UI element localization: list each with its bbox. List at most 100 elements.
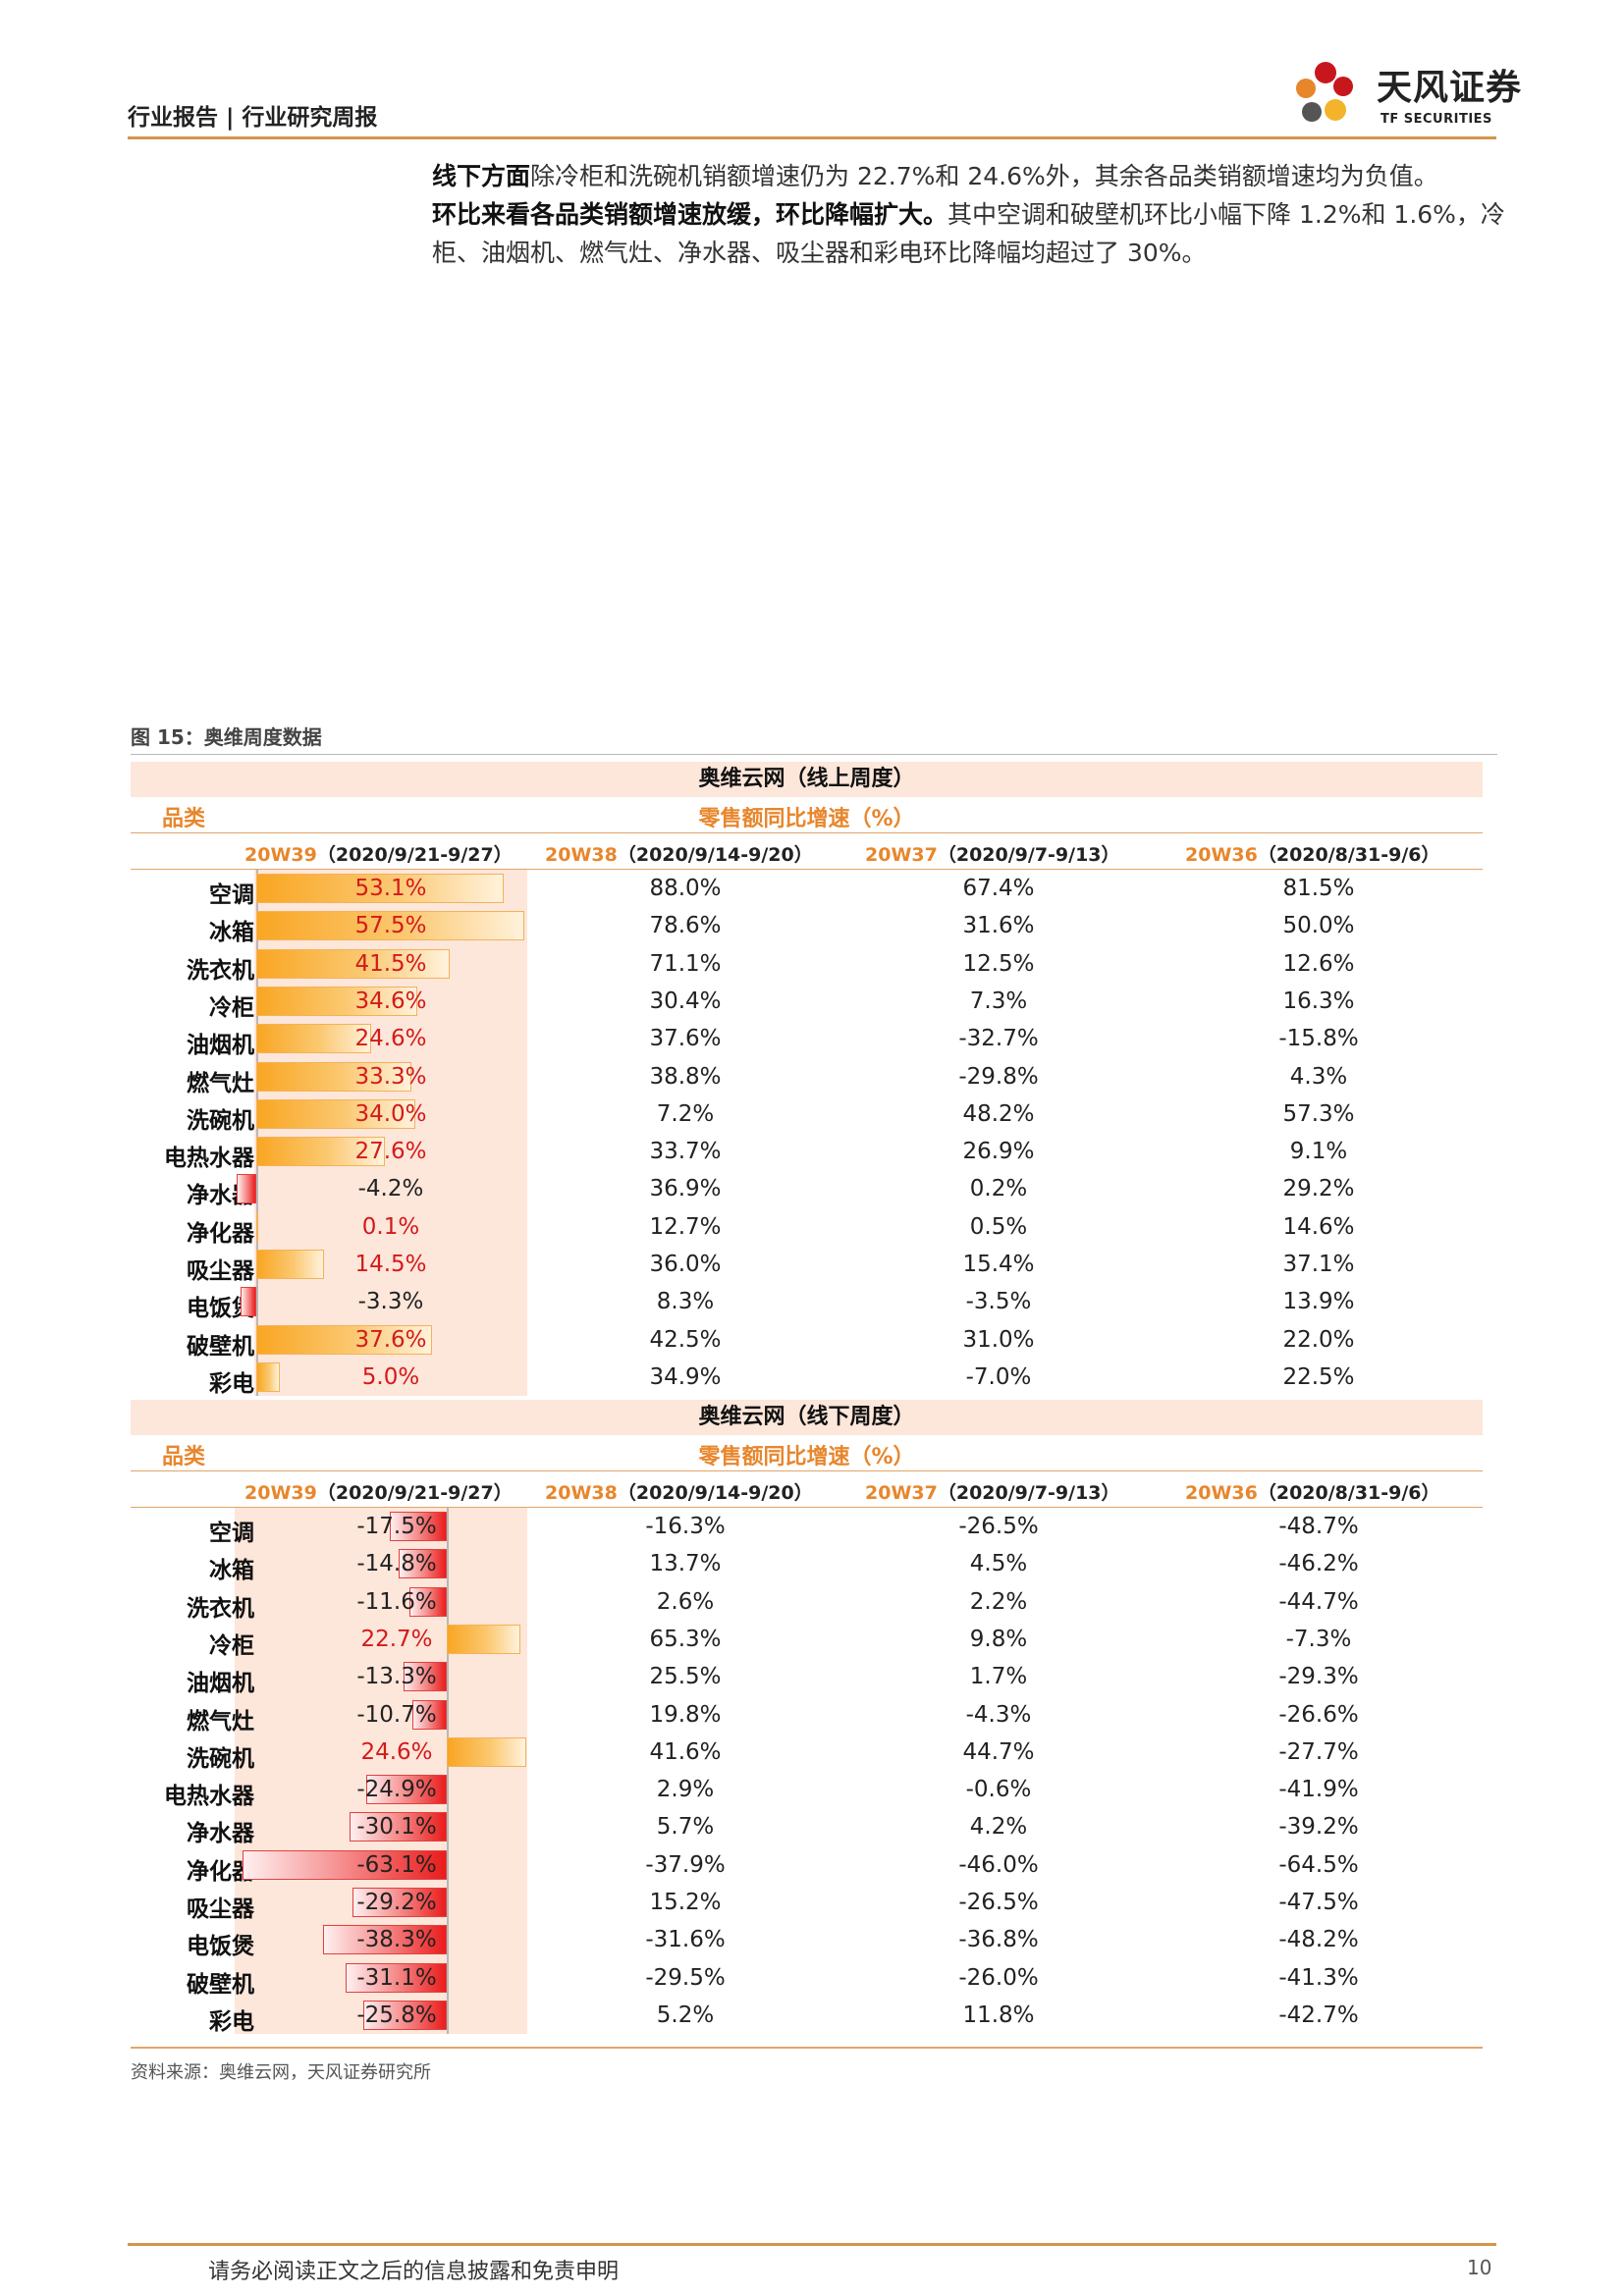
w36-value: -41.3% bbox=[1278, 1964, 1359, 1991]
online-header-row: 品类 零售额同比增速（%） bbox=[131, 797, 1483, 832]
table-row: 洗衣机 -11.6% 2.6% 2.2% -44.7% bbox=[131, 1583, 1483, 1622]
w36-value: -39.2% bbox=[1278, 1814, 1359, 1841]
category-name: 破壁机 bbox=[187, 1971, 254, 1998]
growth-bar bbox=[256, 1250, 324, 1279]
w37-value: 4.5% bbox=[969, 1551, 1028, 1577]
table-row: 彩电 5.0% 34.9% -7.0% 22.5% bbox=[131, 1359, 1483, 1397]
w37-value: 4.2% bbox=[969, 1814, 1028, 1841]
category-name: 燃气灶 bbox=[187, 1070, 254, 1096]
w39-value: -10.7% bbox=[356, 1701, 437, 1728]
offline-table-title: 奥维云网（线下周度） bbox=[131, 1400, 1483, 1435]
w38-value: 25.5% bbox=[649, 1664, 722, 1690]
growth-bar bbox=[256, 1024, 371, 1054]
w37-value: 15.4% bbox=[962, 1252, 1035, 1277]
table-row: 空调 -17.5% -16.3% -26.5% -48.7% bbox=[131, 1508, 1483, 1546]
w36-value: 9.1% bbox=[1289, 1139, 1348, 1165]
week-col-w39: 20W39（2020/9/21-9/27） bbox=[244, 1482, 513, 1504]
w39-value: 37.6% bbox=[354, 1326, 427, 1353]
w36-value: 16.3% bbox=[1282, 988, 1355, 1014]
w39-value: 27.6% bbox=[354, 1139, 427, 1165]
w38-value: 7.2% bbox=[656, 1100, 715, 1127]
w36-value: -29.3% bbox=[1278, 1664, 1359, 1690]
w38-value: 34.9% bbox=[649, 1363, 722, 1390]
w36-value: 13.9% bbox=[1282, 1289, 1355, 1315]
growth-bar bbox=[256, 1324, 432, 1355]
w37-value: -29.8% bbox=[958, 1063, 1039, 1090]
w38-value: 37.6% bbox=[649, 1026, 722, 1052]
w39-value: 34.0% bbox=[354, 1100, 427, 1127]
category-name: 彩电 bbox=[209, 1370, 254, 1397]
w39-value: 14.5% bbox=[354, 1252, 427, 1277]
category-name: 空调 bbox=[209, 882, 254, 908]
week-col-w39: 20W39（2020/9/21-9/27） bbox=[244, 844, 513, 866]
category-name: 冰箱 bbox=[209, 1558, 254, 1584]
w36-value: 37.1% bbox=[1282, 1252, 1355, 1277]
category-name: 燃气灶 bbox=[187, 1708, 254, 1735]
source-note: 资料来源：奥维云网，天风证券研究所 bbox=[131, 2062, 431, 2083]
growth-bar bbox=[256, 1137, 386, 1167]
category-name: 净化器 bbox=[187, 1220, 254, 1247]
table-row: 破壁机 37.6% 42.5% 31.0% 22.0% bbox=[131, 1321, 1483, 1360]
growth-bar bbox=[256, 874, 505, 903]
growth-bar bbox=[399, 1549, 447, 1579]
w39-value: 5.0% bbox=[361, 1363, 420, 1390]
week-col-w36: 20W36（2020/8/31-9/6） bbox=[1185, 844, 1440, 866]
growth-bar bbox=[352, 1888, 447, 1917]
zero-axis-line bbox=[256, 870, 258, 1397]
w36-value: 22.0% bbox=[1282, 1326, 1355, 1353]
growth-bar bbox=[322, 1925, 447, 1955]
w39-value: -17.5% bbox=[356, 1514, 437, 1539]
category-name: 空调 bbox=[209, 1521, 254, 1546]
w39-value: -63.1% bbox=[356, 1851, 437, 1878]
category-name: 电热水器 bbox=[164, 1784, 254, 1810]
w37-value: -0.6% bbox=[965, 1777, 1032, 1803]
w37-value: 9.8% bbox=[969, 1626, 1028, 1652]
table-row: 油烟机 24.6% 37.6% -32.7% -15.8% bbox=[131, 1020, 1483, 1058]
table-row: 冷柜 22.7% 65.3% 9.8% -7.3% bbox=[131, 1621, 1483, 1659]
growth-bar bbox=[447, 1624, 520, 1654]
offline-week-row: 20W39（2020/9/21-9/27） 20W38（2020/9/14-9/… bbox=[131, 1470, 1483, 1508]
growth-bar bbox=[256, 1098, 415, 1129]
category-name: 吸尘器 bbox=[187, 1258, 254, 1284]
w39-value: 22.7% bbox=[360, 1626, 433, 1652]
w36-value: 22.5% bbox=[1282, 1363, 1355, 1390]
w37-value: 11.8% bbox=[962, 2002, 1035, 2028]
w39-value: -4.2% bbox=[357, 1176, 424, 1202]
growth-bar bbox=[237, 1174, 256, 1204]
w39-value: -29.2% bbox=[356, 1890, 437, 1915]
category-name: 洗碗机 bbox=[187, 1745, 254, 1772]
w38-value: 41.6% bbox=[649, 1738, 722, 1765]
category-name: 电饭煲 bbox=[187, 1934, 254, 1960]
table-row: 洗碗机 34.0% 7.2% 48.2% 57.3% bbox=[131, 1095, 1483, 1134]
metric-header: 零售额同比增速（%） bbox=[698, 1445, 915, 1469]
w39-value: 24.6% bbox=[360, 1738, 433, 1765]
category-name: 电饭煲 bbox=[187, 1296, 254, 1322]
category-name: 冰箱 bbox=[209, 920, 254, 946]
w39-value: 24.6% bbox=[354, 1026, 427, 1052]
w38-value: 15.2% bbox=[649, 1890, 722, 1915]
paragraph-text-2: 其中空调和破壁机环比小幅下降 1.2%和 1.6%，冷柜、油烟机、燃气灶、净水器… bbox=[432, 200, 1505, 267]
w38-value: 38.8% bbox=[649, 1063, 722, 1090]
w39-value: -24.9% bbox=[356, 1777, 437, 1803]
growth-bar bbox=[362, 2000, 447, 2030]
growth-bar bbox=[256, 948, 451, 979]
category-name: 洗衣机 bbox=[187, 957, 254, 984]
w37-value: 31.0% bbox=[962, 1326, 1035, 1353]
w37-value: 1.7% bbox=[969, 1664, 1028, 1690]
w38-value: 30.4% bbox=[649, 988, 722, 1014]
growth-bar bbox=[365, 1775, 447, 1805]
w37-value: 31.6% bbox=[962, 913, 1035, 939]
table-row: 洗衣机 41.5% 71.1% 12.5% 12.6% bbox=[131, 945, 1483, 984]
w36-value: 50.0% bbox=[1282, 913, 1355, 939]
growth-bar bbox=[404, 1662, 447, 1692]
table-row: 冰箱 -14.8% 13.7% 4.5% -46.2% bbox=[131, 1545, 1483, 1584]
paragraph-bold-2: 环比来看各品类销额增速放缓，环比降幅扩大。 bbox=[432, 200, 948, 229]
w38-value: 12.7% bbox=[649, 1213, 722, 1240]
w36-value: -7.3% bbox=[1285, 1626, 1352, 1652]
online-table-title: 奥维云网（线上周度） bbox=[131, 762, 1483, 797]
table-row: 燃气灶 33.3% 38.8% -29.8% 4.3% bbox=[131, 1058, 1483, 1096]
table-row: 净化器 0.1% 12.7% 0.5% 14.6% bbox=[131, 1208, 1483, 1247]
page-number: 10 bbox=[1467, 2256, 1492, 2279]
table-row: 电饭煲 -3.3% 8.3% -3.5% 13.9% bbox=[131, 1283, 1483, 1322]
w38-value: 78.6% bbox=[649, 913, 722, 939]
